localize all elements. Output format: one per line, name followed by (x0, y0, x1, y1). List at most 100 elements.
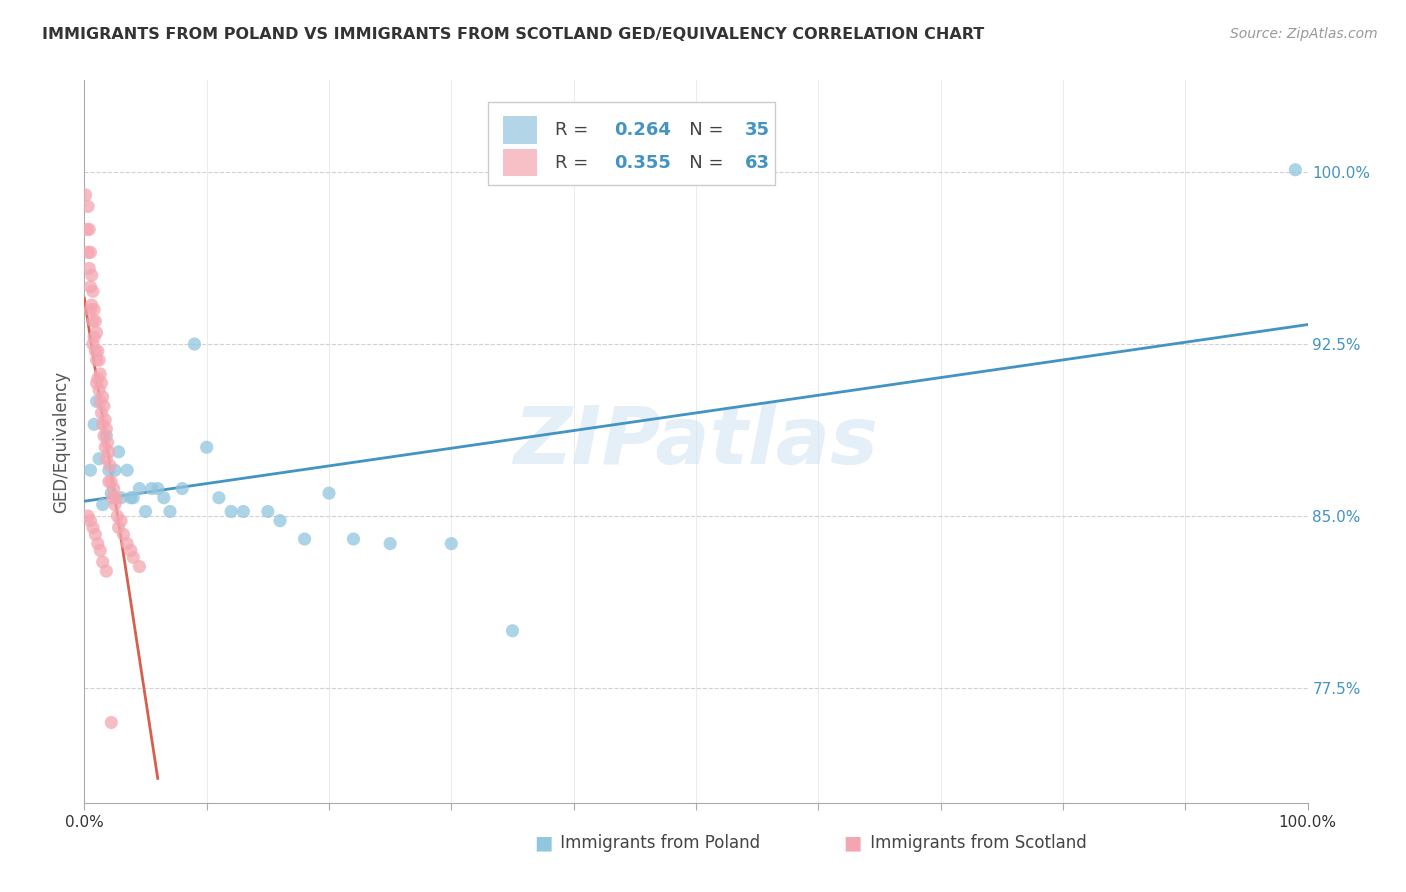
Point (82, 520, 104, 534)
Point (195, 440, 218, 454)
Point (183, 337, 205, 351)
Point (79, 279, 101, 293)
Point (122, 491, 145, 505)
Point (112, 527, 135, 541)
Point (97, 463, 120, 477)
Point (115, 463, 138, 477)
Point (76, 222, 98, 236)
Point (120, 543, 142, 558)
Point (100, 475, 122, 489)
Text: 35: 35 (745, 121, 770, 139)
Point (82, 337, 104, 351)
Point (232, 504, 254, 518)
Point (208, 491, 231, 505)
Point (122, 550, 145, 565)
Point (87, 451, 110, 466)
Text: N =: N = (672, 153, 728, 171)
Point (91, 555, 114, 569)
Point (77, 199, 100, 213)
Point (87, 371, 110, 385)
Text: ZIPatlas: ZIPatlas (513, 402, 879, 481)
Point (90, 376, 112, 390)
Point (91, 498, 114, 512)
Point (96, 422, 118, 436)
Point (502, 624, 524, 638)
Point (83, 417, 105, 432)
Point (89, 367, 111, 381)
FancyBboxPatch shape (503, 117, 537, 144)
Point (96, 429, 118, 443)
Point (77, 222, 100, 236)
Point (269, 514, 291, 528)
Point (86, 394, 108, 409)
Point (75, 188, 97, 202)
Point (105, 491, 128, 505)
FancyBboxPatch shape (503, 149, 537, 177)
Point (79, 245, 101, 260)
Point (93, 399, 115, 413)
Point (94, 440, 117, 454)
Point (97, 445, 120, 459)
Point (84, 527, 107, 541)
Point (97, 475, 120, 489)
Point (89, 394, 111, 409)
Point (101, 491, 124, 505)
Point (380, 536, 402, 550)
Text: Source: ZipAtlas.com: Source: ZipAtlas.com (1230, 27, 1378, 41)
Text: 63: 63 (745, 153, 770, 171)
Point (77, 261, 100, 276)
Point (146, 482, 169, 496)
Point (93, 429, 115, 443)
Point (100, 715, 122, 730)
Point (82, 285, 104, 299)
Text: IMMIGRANTS FROM POLAND VS IMMIGRANTS FROM SCOTLAND GED/EQUIVALENCY CORRELATION C: IMMIGRANTS FROM POLAND VS IMMIGRANTS FRO… (42, 27, 984, 42)
Point (90, 406, 112, 420)
Point (91, 417, 114, 432)
Point (153, 491, 176, 505)
Point (87, 536, 110, 550)
Point (100, 486, 122, 500)
Point (83, 330, 105, 344)
Text: Immigrants from Scotland: Immigrants from Scotland (844, 834, 1087, 852)
Point (1284, 162, 1306, 177)
Text: 0.264: 0.264 (614, 121, 671, 139)
Y-axis label: GED/Equivalency: GED/Equivalency (52, 370, 70, 513)
FancyBboxPatch shape (488, 102, 776, 185)
Point (96, 451, 118, 466)
Point (110, 514, 132, 528)
Text: R =: R = (555, 153, 595, 171)
Point (86, 353, 108, 368)
Point (342, 532, 364, 546)
Text: ■: ■ (534, 833, 553, 853)
Point (104, 498, 127, 512)
Point (107, 445, 129, 459)
Point (91, 390, 114, 404)
Point (87, 353, 110, 368)
Point (98, 458, 121, 473)
Point (86, 376, 108, 390)
Point (80, 298, 103, 312)
Point (103, 482, 125, 496)
Point (94, 413, 117, 427)
Point (294, 532, 316, 546)
Point (110, 491, 132, 505)
Point (87, 383, 110, 397)
Text: 0.355: 0.355 (614, 153, 671, 171)
Point (77, 245, 100, 260)
Point (84, 343, 107, 358)
Point (79, 463, 101, 477)
Point (107, 520, 129, 534)
Point (86, 326, 108, 340)
Point (82, 314, 104, 328)
Text: R =: R = (555, 121, 595, 139)
Point (159, 504, 181, 518)
Point (89, 543, 111, 558)
Point (128, 482, 150, 496)
Text: ■: ■ (844, 833, 862, 853)
Text: Immigrants from Poland: Immigrants from Poland (534, 834, 761, 852)
Point (77, 509, 100, 524)
Point (96, 564, 118, 578)
Text: N =: N = (672, 121, 728, 139)
Point (79, 514, 101, 528)
Point (135, 504, 157, 518)
